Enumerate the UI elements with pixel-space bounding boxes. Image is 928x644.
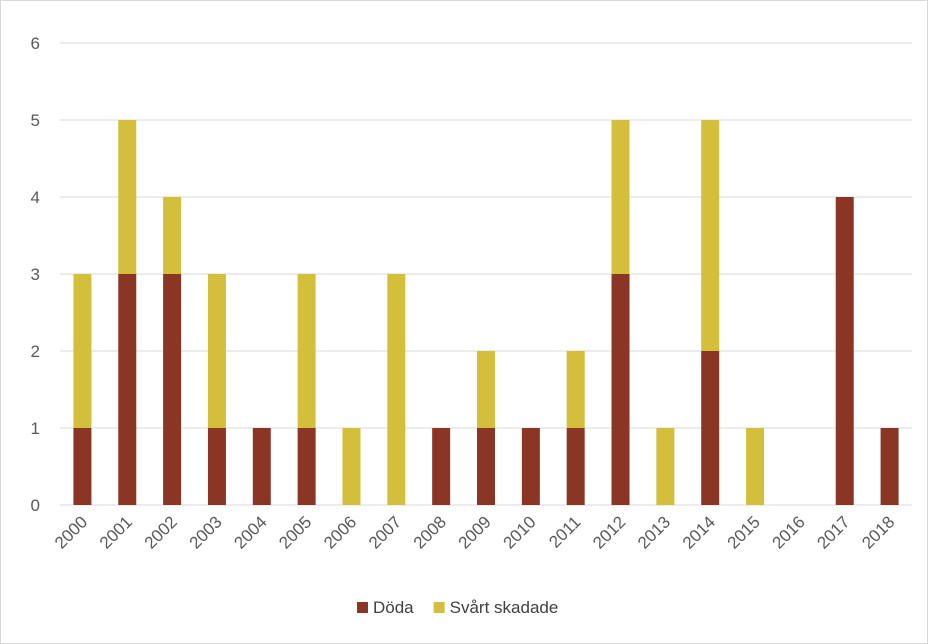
bar-doda [73,428,92,505]
bar-doda [521,428,540,505]
x-tick-label: 2013 [634,512,674,552]
y-tick-label: 0 [31,496,40,515]
x-tick-label: 2017 [813,512,853,552]
gridlines [60,42,912,506]
bar-doda [835,197,854,505]
bar-svart-skadade [73,274,92,428]
x-axis-ticks: 2000 2001 2002 2003 2004 2005 2006 2007 2008 2009… [51,512,898,552]
bar-svart-skadade [163,197,182,274]
bar-svart-skadade [656,428,675,505]
bar-doda [297,428,316,505]
bar-doda [432,428,451,505]
bar-svart-skadade [118,120,137,274]
bar-svart-skadade [342,428,361,505]
x-tick-label: 2010 [499,512,539,552]
legend-label: Svårt skadade [450,598,559,617]
x-tick-label: 2016 [769,512,809,552]
x-tick-label: 2012 [589,512,629,552]
x-tick-label: 2008 [410,512,450,552]
bar-doda [880,428,899,505]
x-tick-label: 2006 [320,512,360,552]
x-tick-label: 2000 [51,512,91,552]
bar-svart-skadade [477,351,495,428]
bar-svart-skadade [297,274,316,428]
y-axis-ticks: 0 1 2 3 4 5 6 [31,34,40,515]
bars [73,120,899,505]
y-tick-label: 5 [31,111,40,130]
x-tick-label: 2003 [186,512,226,552]
bar-doda [477,428,495,505]
y-tick-label: 1 [31,419,40,438]
x-tick-label: 2004 [230,512,270,552]
bar-doda [611,274,630,505]
y-tick-label: 3 [31,265,40,284]
legend-swatch [433,602,445,613]
x-tick-label: 2015 [724,512,764,552]
x-tick-label: 2014 [679,512,719,552]
x-tick-label: 2011 [545,512,584,551]
bar-doda [163,274,182,505]
bar-doda [701,351,720,505]
legend: Döda Svårt skadade [357,598,558,617]
bar-svart-skadade [611,120,630,274]
x-tick-label: 2018 [858,512,898,552]
bar-svart-skadade [746,428,765,505]
bar-svart-skadade [566,351,585,428]
bar-svart-skadade [701,120,720,351]
legend-label: Döda [373,598,414,617]
x-tick-label: 2002 [141,512,181,552]
bar-doda [207,428,226,505]
y-tick-label: 4 [31,188,40,207]
bar-svart-skadade [207,274,226,428]
x-tick-label: 2009 [455,512,495,552]
bar-doda [566,428,585,505]
y-tick-label: 2 [31,342,40,361]
x-tick-label: 2001 [96,512,136,552]
bar-svart-skadade [387,274,406,505]
x-tick-label: 2005 [275,512,315,552]
bar-doda [118,274,137,505]
legend-swatch [357,602,368,613]
x-tick-label: 2007 [365,512,405,552]
bar-doda [252,428,271,505]
y-tick-label: 6 [31,34,40,53]
